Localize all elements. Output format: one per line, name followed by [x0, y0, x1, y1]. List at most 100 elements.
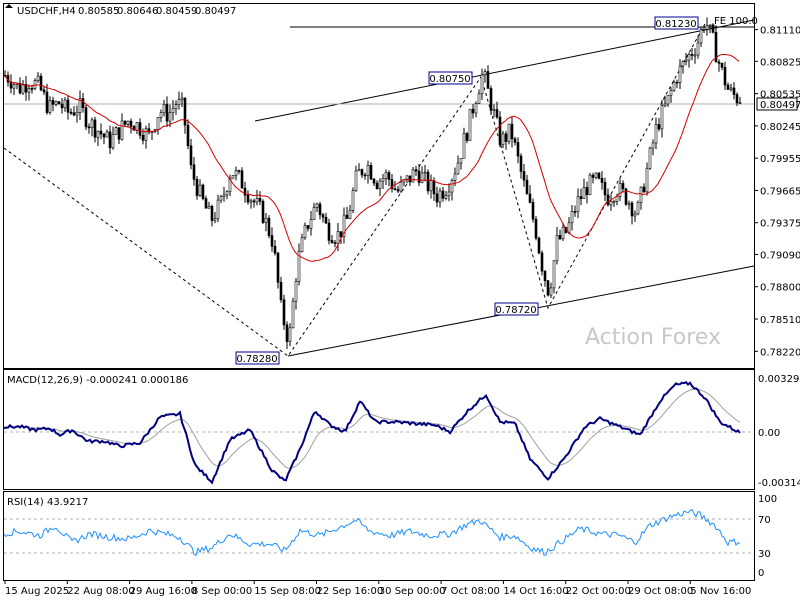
price-tick-label: 0.79090 [760, 250, 800, 261]
candle-body [630, 202, 634, 217]
candle-body [738, 102, 742, 104]
candle-body [51, 100, 55, 105]
candle-body [462, 133, 466, 159]
candle-body [99, 130, 103, 135]
price-tick-label: 0.81110 [760, 26, 800, 37]
candle-body [231, 175, 235, 179]
candle-body [357, 169, 361, 172]
candle-body [111, 134, 115, 149]
price-tick-label: 0.79955 [760, 154, 800, 165]
candle-body [69, 111, 73, 114]
candle-body [429, 180, 433, 192]
candle-body [723, 67, 727, 86]
candle-body [456, 162, 460, 175]
candle-body [201, 184, 205, 199]
candle-body [459, 157, 463, 164]
candle-body [165, 104, 169, 122]
candle-body [399, 181, 403, 192]
candle-body [114, 127, 118, 135]
price-tick-label: 0.80245 [760, 122, 800, 133]
candle-body [678, 65, 682, 83]
candle-body [489, 88, 493, 111]
candle-body [234, 170, 238, 176]
candle-body [195, 179, 199, 196]
price-label-0.78720: 0.78720 [494, 302, 539, 316]
candle-body [570, 211, 574, 224]
candle-body [486, 71, 490, 89]
candle-body [27, 88, 31, 93]
candle-body [615, 196, 619, 202]
candle-body [543, 270, 547, 281]
candle-body [438, 190, 442, 203]
candle-body [330, 240, 334, 243]
candle-body [282, 299, 286, 326]
macd-tick-zero: 0.00 [758, 428, 780, 439]
price-tick-label: 0.80535 [760, 90, 800, 101]
candles [3, 17, 742, 349]
candle-body [123, 120, 127, 125]
time-tick-label: 8 Sep 00:00 [192, 586, 252, 597]
candle-body [465, 133, 469, 141]
time-tick-label: 5 Nov 16:00 [690, 586, 751, 597]
candle-body [516, 142, 520, 157]
candle-body [477, 93, 481, 104]
candle-body [504, 133, 508, 142]
candle-body [156, 117, 160, 130]
candle-body [135, 122, 139, 131]
candle-body [483, 71, 487, 76]
candle-body [48, 100, 52, 113]
candle-body [420, 172, 424, 183]
candle-body [618, 183, 622, 197]
candle-body [207, 205, 211, 209]
candle-body [381, 178, 385, 182]
candle-body [183, 97, 187, 126]
candle-body [117, 127, 121, 140]
candle-body [303, 225, 307, 239]
candle-body [276, 252, 280, 283]
candle-body [612, 201, 616, 203]
candle-body [246, 194, 250, 203]
candle-body [435, 193, 439, 203]
time-tick-label: 22 Sep 16:00 [317, 586, 384, 597]
candle-body [681, 61, 685, 67]
candle-body [732, 87, 736, 95]
candle-body [660, 105, 664, 130]
candle-body [639, 186, 643, 203]
candle-body [66, 99, 70, 113]
time-tick-label: 7 Oct 08:00 [441, 586, 500, 597]
candle-body [300, 237, 304, 252]
candle-body [285, 324, 289, 342]
candle-body [312, 207, 316, 220]
time-tick-label: 29 Aug 16:00 [130, 586, 197, 597]
candle-body [702, 28, 706, 31]
time-tick-label: 22 Oct 00:00 [566, 586, 631, 597]
candle-body [735, 94, 739, 104]
candle-body [162, 104, 166, 114]
candle-body [597, 172, 601, 179]
candle-body [654, 124, 658, 144]
candle-body [345, 214, 349, 219]
candle-body [60, 103, 64, 109]
candle-body [132, 126, 136, 131]
candle-body [711, 24, 715, 33]
candle-body [453, 173, 457, 181]
candle-body [645, 167, 649, 193]
macd-main-line [3, 380, 741, 485]
candle-body [582, 187, 586, 199]
candle-body [387, 172, 391, 180]
ohlc-low: 0.80459 [156, 6, 197, 17]
candle-body [120, 120, 124, 140]
candle-body [663, 103, 667, 106]
candle-body [384, 172, 388, 179]
candle-body [309, 219, 313, 229]
candle-body [522, 171, 526, 181]
candle-body [432, 180, 436, 195]
candle-body [291, 300, 295, 329]
candle-body [96, 130, 100, 138]
candle-body [348, 210, 352, 219]
candle-body [339, 231, 343, 237]
price-label-0.80750: 0.80750 [428, 71, 473, 85]
candle-body [588, 174, 592, 195]
candle-body [105, 131, 109, 138]
candle-body [672, 81, 676, 91]
